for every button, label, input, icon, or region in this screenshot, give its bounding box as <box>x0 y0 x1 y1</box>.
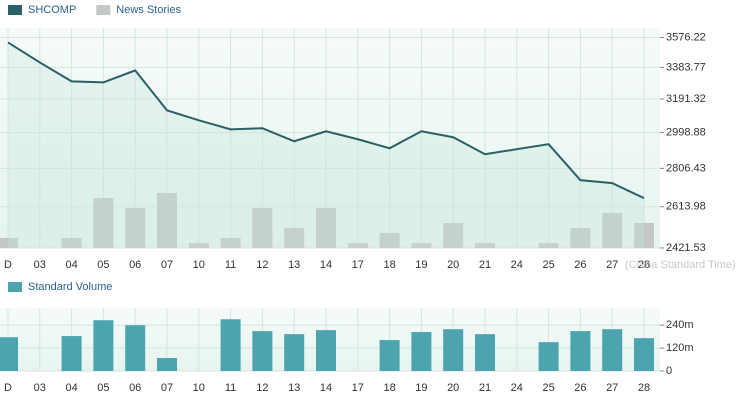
bar <box>252 208 273 248</box>
x-tick-label: 21 <box>479 259 491 271</box>
bar <box>220 319 241 371</box>
x-tick-label: 27 <box>606 382 618 394</box>
x-tick-label: 11 <box>225 382 236 394</box>
bar <box>0 238 18 248</box>
x-tick-label: 20 <box>447 259 459 271</box>
bar <box>538 243 559 248</box>
x-tick-label: 13 <box>288 382 300 394</box>
bar <box>538 342 559 371</box>
x-tick-label: 03 <box>34 382 46 394</box>
x-tick-label: 26 <box>574 382 586 394</box>
bar <box>634 338 654 371</box>
bar <box>316 208 336 248</box>
x-tick-label: 19 <box>415 382 427 394</box>
bar <box>347 243 368 248</box>
x-tick-label: 04 <box>65 259 77 271</box>
x-tick-label: 18 <box>383 382 395 394</box>
x-tick-label: 18 <box>383 259 395 271</box>
x-tick-label: 17 <box>352 259 364 271</box>
y-tick-label: 0 <box>666 365 672 377</box>
x-tick-label: 24 <box>511 382 523 394</box>
x-tick-label: 13 <box>288 259 300 271</box>
legend-swatch <box>96 5 111 15</box>
bar <box>316 330 336 371</box>
x-tick-label: 11 <box>225 259 236 271</box>
y-tick-label: 2998.88 <box>666 126 706 138</box>
x-tick-label: 28 <box>638 382 650 394</box>
bar <box>411 332 432 371</box>
bar <box>443 329 464 371</box>
bar <box>475 334 495 371</box>
area-fill <box>8 42 644 249</box>
x-tick-label: 19 <box>415 259 427 271</box>
x-tick-label: D <box>4 259 12 271</box>
x-tick-label: 27 <box>606 259 618 271</box>
bar <box>284 228 305 248</box>
bar <box>157 358 177 371</box>
x-tick-label: D <box>4 382 12 394</box>
bar <box>220 238 241 248</box>
x-tick-label: 07 <box>161 382 173 394</box>
x-tick-label: 21 <box>479 382 491 394</box>
y-tick-label: 2613.98 <box>666 201 706 213</box>
legend-swatch <box>8 5 22 15</box>
bar <box>61 238 82 248</box>
legend-text: SHCOMP <box>28 4 76 16</box>
y-tick-label: 2806.43 <box>666 162 706 174</box>
legend-text: Standard Volume <box>28 281 112 293</box>
bar <box>125 325 146 371</box>
x-tick-label: 05 <box>97 259 109 271</box>
x-tick-label: 14 <box>320 259 332 271</box>
bar <box>61 336 82 371</box>
bar <box>125 208 146 248</box>
bar <box>570 331 591 371</box>
y-tick-label: 240m <box>666 319 694 331</box>
x-tick-label: 17 <box>352 382 364 394</box>
bar <box>93 198 114 248</box>
bar <box>252 331 273 371</box>
x-tick-label: 25 <box>542 382 554 394</box>
x-tick-label: 10 <box>193 382 205 394</box>
bar <box>188 243 209 248</box>
bar <box>634 223 654 248</box>
x-tick-label: 04 <box>65 382 77 394</box>
y-tick-label: 120m <box>666 342 694 354</box>
bar <box>157 193 177 248</box>
line <box>7 41 645 200</box>
x-tick-label: 05 <box>97 382 109 394</box>
bar <box>443 223 464 248</box>
bar <box>0 337 18 371</box>
bar <box>284 334 305 371</box>
x-tick-label: 07 <box>161 259 173 271</box>
x-tick-label: 12 <box>256 259 268 271</box>
x-tick-label: 12 <box>256 382 268 394</box>
x-tick-label: 24 <box>511 259 523 271</box>
x-tick-label: 25 <box>542 259 554 271</box>
x-tick-label: 26 <box>574 259 586 271</box>
legend-text: News Stories <box>116 4 181 16</box>
x-tick-label: 06 <box>129 382 141 394</box>
x-tick-label: 06 <box>129 259 141 271</box>
y-tick-label: 3191.32 <box>666 93 706 105</box>
x-tick-label: 03 <box>34 259 46 271</box>
bar <box>379 340 400 371</box>
x-tick-label: 14 <box>320 382 332 394</box>
y-tick-label: 2421.53 <box>666 242 706 254</box>
bar <box>379 233 400 248</box>
y-tick-label: 3383.77 <box>666 61 706 73</box>
x-tick-label: 20 <box>447 382 459 394</box>
annotation: (China Standard Time) <box>625 259 736 271</box>
bar <box>602 213 623 248</box>
bar <box>93 320 114 371</box>
bar <box>570 228 591 248</box>
bar <box>602 329 623 371</box>
bar <box>475 243 495 248</box>
x-tick-label: 10 <box>193 259 205 271</box>
legend-swatch <box>8 282 22 292</box>
bar <box>411 243 432 248</box>
x-tick-label: 28 <box>638 259 650 271</box>
y-tick-label: 3576.22 <box>666 31 706 43</box>
